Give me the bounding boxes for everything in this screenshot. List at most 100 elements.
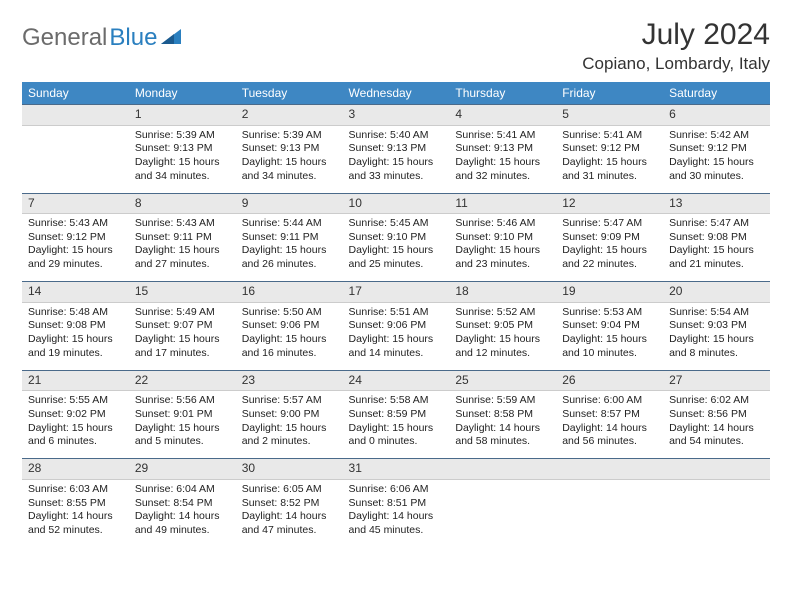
daylight-line: Daylight: 15 hours and 10 minutes. — [562, 333, 657, 360]
day-content-cell: Sunrise: 6:04 AMSunset: 8:54 PMDaylight:… — [129, 479, 236, 547]
day-content-cell: Sunrise: 5:41 AMSunset: 9:13 PMDaylight:… — [449, 125, 556, 193]
sunset-line: Sunset: 9:10 PM — [455, 231, 550, 245]
daylight-line: Daylight: 15 hours and 17 minutes. — [135, 333, 230, 360]
daylight-line: Daylight: 15 hours and 6 minutes. — [28, 422, 123, 449]
daylight-line: Daylight: 15 hours and 31 minutes. — [562, 156, 657, 183]
daylight-line: Daylight: 15 hours and 21 minutes. — [669, 244, 764, 271]
daylight-line: Daylight: 14 hours and 52 minutes. — [28, 510, 123, 537]
sunrise-line: Sunrise: 5:50 AM — [242, 306, 337, 320]
day-content-cell: Sunrise: 6:05 AMSunset: 8:52 PMDaylight:… — [236, 479, 343, 547]
sunset-line: Sunset: 9:09 PM — [562, 231, 657, 245]
sunset-line: Sunset: 9:12 PM — [562, 142, 657, 156]
day-content-cell: Sunrise: 6:06 AMSunset: 8:51 PMDaylight:… — [343, 479, 450, 547]
sunset-line: Sunset: 9:04 PM — [562, 319, 657, 333]
day-content-cell: Sunrise: 6:03 AMSunset: 8:55 PMDaylight:… — [22, 479, 129, 547]
day-number-cell: 3 — [343, 105, 450, 126]
sunrise-line: Sunrise: 5:52 AM — [455, 306, 550, 320]
daylight-line: Daylight: 15 hours and 0 minutes. — [349, 422, 444, 449]
logo-text-2: Blue — [109, 24, 157, 52]
calendar-table: Sunday Monday Tuesday Wednesday Thursday… — [22, 82, 770, 547]
sunset-line: Sunset: 8:57 PM — [562, 408, 657, 422]
day-content-cell: Sunrise: 5:45 AMSunset: 9:10 PMDaylight:… — [343, 214, 450, 282]
sunset-line: Sunset: 8:54 PM — [135, 497, 230, 511]
day-header: Monday — [129, 82, 236, 105]
day-content-cell: Sunrise: 6:00 AMSunset: 8:57 PMDaylight:… — [556, 391, 663, 459]
sunset-line: Sunset: 8:56 PM — [669, 408, 764, 422]
daylight-line: Daylight: 15 hours and 5 minutes. — [135, 422, 230, 449]
day-number-cell: 15 — [129, 282, 236, 303]
sunset-line: Sunset: 9:06 PM — [242, 319, 337, 333]
day-content-row: Sunrise: 5:48 AMSunset: 9:08 PMDaylight:… — [22, 302, 770, 370]
day-number-cell: 12 — [556, 193, 663, 214]
sunset-line: Sunset: 9:05 PM — [455, 319, 550, 333]
day-number-row: 123456 — [22, 105, 770, 126]
sunset-line: Sunset: 9:00 PM — [242, 408, 337, 422]
day-content-cell: Sunrise: 5:48 AMSunset: 9:08 PMDaylight:… — [22, 302, 129, 370]
day-header: Wednesday — [343, 82, 450, 105]
day-number-cell: 11 — [449, 193, 556, 214]
sunrise-line: Sunrise: 5:40 AM — [349, 129, 444, 143]
daylight-line: Daylight: 14 hours and 45 minutes. — [349, 510, 444, 537]
page-title: July 2024 — [582, 18, 770, 52]
sunset-line: Sunset: 9:08 PM — [28, 319, 123, 333]
day-number-cell: 29 — [129, 459, 236, 480]
day-header: Sunday — [22, 82, 129, 105]
sunrise-line: Sunrise: 5:47 AM — [669, 217, 764, 231]
daylight-line: Daylight: 15 hours and 30 minutes. — [669, 156, 764, 183]
day-content-cell — [556, 479, 663, 547]
sunrise-line: Sunrise: 5:49 AM — [135, 306, 230, 320]
day-content-cell: Sunrise: 5:50 AMSunset: 9:06 PMDaylight:… — [236, 302, 343, 370]
day-number-cell: 17 — [343, 282, 450, 303]
sunset-line: Sunset: 9:13 PM — [455, 142, 550, 156]
day-content-cell — [22, 125, 129, 193]
daylight-line: Daylight: 15 hours and 32 minutes. — [455, 156, 550, 183]
day-content-row: Sunrise: 6:03 AMSunset: 8:55 PMDaylight:… — [22, 479, 770, 547]
daylight-line: Daylight: 15 hours and 19 minutes. — [28, 333, 123, 360]
logo-text-1: General — [22, 24, 107, 52]
sunrise-line: Sunrise: 5:45 AM — [349, 217, 444, 231]
day-number-cell — [449, 459, 556, 480]
day-number-cell: 4 — [449, 105, 556, 126]
day-content-row: Sunrise: 5:43 AMSunset: 9:12 PMDaylight:… — [22, 214, 770, 282]
sunset-line: Sunset: 9:13 PM — [135, 142, 230, 156]
day-number-row: 21222324252627 — [22, 370, 770, 391]
daylight-line: Daylight: 15 hours and 2 minutes. — [242, 422, 337, 449]
sunset-line: Sunset: 8:52 PM — [242, 497, 337, 511]
sunrise-line: Sunrise: 6:04 AM — [135, 483, 230, 497]
day-content-cell: Sunrise: 5:47 AMSunset: 9:08 PMDaylight:… — [663, 214, 770, 282]
daylight-line: Daylight: 15 hours and 34 minutes. — [242, 156, 337, 183]
day-content-cell: Sunrise: 5:43 AMSunset: 9:12 PMDaylight:… — [22, 214, 129, 282]
day-content-cell — [449, 479, 556, 547]
daylight-line: Daylight: 15 hours and 33 minutes. — [349, 156, 444, 183]
day-number-cell: 16 — [236, 282, 343, 303]
sunrise-line: Sunrise: 5:51 AM — [349, 306, 444, 320]
day-content-cell: Sunrise: 5:57 AMSunset: 9:00 PMDaylight:… — [236, 391, 343, 459]
day-number-cell: 6 — [663, 105, 770, 126]
sunrise-line: Sunrise: 5:41 AM — [562, 129, 657, 143]
sunset-line: Sunset: 9:08 PM — [669, 231, 764, 245]
sunrise-line: Sunrise: 5:41 AM — [455, 129, 550, 143]
day-number-cell — [663, 459, 770, 480]
sunrise-line: Sunrise: 5:43 AM — [28, 217, 123, 231]
day-content-cell: Sunrise: 5:49 AMSunset: 9:07 PMDaylight:… — [129, 302, 236, 370]
sunrise-line: Sunrise: 5:56 AM — [135, 394, 230, 408]
day-number-cell: 8 — [129, 193, 236, 214]
day-content-cell: Sunrise: 5:55 AMSunset: 9:02 PMDaylight:… — [22, 391, 129, 459]
sunset-line: Sunset: 9:07 PM — [135, 319, 230, 333]
sunrise-line: Sunrise: 6:02 AM — [669, 394, 764, 408]
daylight-line: Daylight: 14 hours and 47 minutes. — [242, 510, 337, 537]
sunrise-line: Sunrise: 5:42 AM — [669, 129, 764, 143]
daylight-line: Daylight: 15 hours and 25 minutes. — [349, 244, 444, 271]
sunrise-line: Sunrise: 5:39 AM — [135, 129, 230, 143]
day-number-cell: 7 — [22, 193, 129, 214]
day-number-cell: 19 — [556, 282, 663, 303]
day-content-row: Sunrise: 5:39 AMSunset: 9:13 PMDaylight:… — [22, 125, 770, 193]
sunrise-line: Sunrise: 5:47 AM — [562, 217, 657, 231]
day-number-cell: 10 — [343, 193, 450, 214]
sunset-line: Sunset: 9:06 PM — [349, 319, 444, 333]
sunset-line: Sunset: 8:59 PM — [349, 408, 444, 422]
sunset-line: Sunset: 8:55 PM — [28, 497, 123, 511]
sunset-line: Sunset: 9:01 PM — [135, 408, 230, 422]
sunrise-line: Sunrise: 5:39 AM — [242, 129, 337, 143]
day-content-cell: Sunrise: 5:39 AMSunset: 9:13 PMDaylight:… — [236, 125, 343, 193]
